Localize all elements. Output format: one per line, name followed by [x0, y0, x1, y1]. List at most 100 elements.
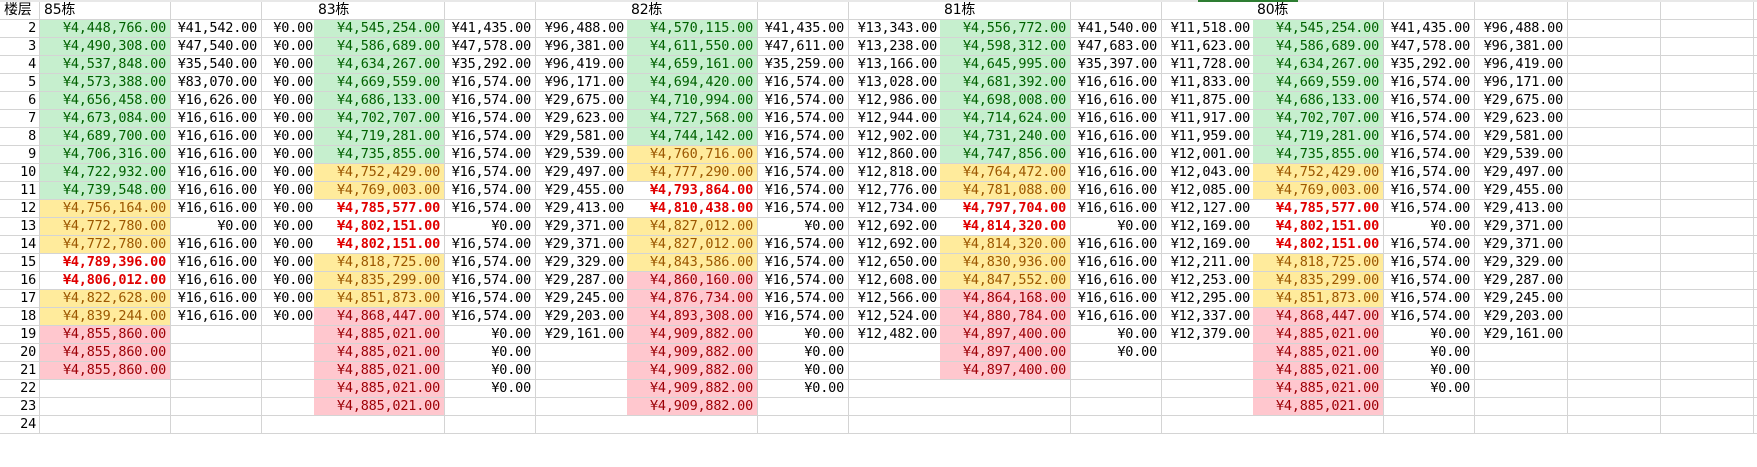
price-cell[interactable]: ¥4,772,780.00: [40, 236, 171, 254]
block-header[interactable]: 82栋: [627, 2, 758, 20]
fee-cell[interactable]: ¥0.00: [445, 380, 536, 398]
empty-cell[interactable]: [1754, 254, 1757, 272]
fee-cell[interactable]: ¥16,574.00: [758, 290, 849, 308]
extra-fee-cell[interactable]: ¥13,166.00: [849, 56, 942, 74]
empty-cell[interactable]: [1661, 344, 1754, 362]
price-cell[interactable]: ¥4,570,115.00: [627, 20, 758, 38]
price-cell[interactable]: ¥4,586,689.00: [314, 38, 445, 56]
extra-fee-cell[interactable]: ¥96,419.00: [536, 56, 629, 74]
empty-cell[interactable]: [1568, 416, 1661, 434]
fee-cell[interactable]: ¥16,574.00: [758, 110, 849, 128]
extra-fee-cell[interactable]: ¥0.00: [262, 56, 318, 74]
extra-fee-cell[interactable]: ¥12,986.00: [849, 92, 942, 110]
empty-cell[interactable]: [1754, 326, 1757, 344]
empty-cell[interactable]: [1754, 380, 1757, 398]
fee-cell[interactable]: [1071, 398, 1162, 416]
price-cell[interactable]: ¥4,802,151.00: [1253, 218, 1384, 236]
fee-cell[interactable]: ¥16,574.00: [758, 164, 849, 182]
price-cell[interactable]: ¥4,802,151.00: [314, 236, 445, 254]
extra-fee-cell[interactable]: ¥29,497.00: [1475, 164, 1568, 182]
empty-cell[interactable]: [1568, 218, 1661, 236]
header-cell[interactable]: [445, 2, 536, 20]
extra-fee-cell[interactable]: [1475, 398, 1568, 416]
header-cell[interactable]: [849, 2, 942, 20]
block-header[interactable]: 80栋: [1253, 2, 1384, 20]
extra-fee-cell[interactable]: ¥13,238.00: [849, 38, 942, 56]
empty-cell[interactable]: [1661, 308, 1754, 326]
price-cell[interactable]: ¥4,669,559.00: [314, 74, 445, 92]
extra-fee-cell[interactable]: ¥12,902.00: [849, 128, 942, 146]
price-cell[interactable]: ¥4,830,936.00: [940, 254, 1071, 272]
extra-fee-cell[interactable]: ¥29,623.00: [1475, 110, 1568, 128]
extra-fee-cell[interactable]: ¥12,566.00: [849, 290, 942, 308]
price-cell[interactable]: ¥4,885,021.00: [314, 380, 445, 398]
empty-cell[interactable]: [1568, 182, 1661, 200]
extra-fee-cell[interactable]: ¥12,482.00: [849, 326, 942, 344]
price-cell[interactable]: ¥4,722,932.00: [40, 164, 171, 182]
header-cell[interactable]: [1071, 2, 1162, 20]
fee-cell[interactable]: ¥16,574.00: [1384, 254, 1475, 272]
fee-cell[interactable]: ¥16,574.00: [758, 308, 849, 326]
extra-fee-cell[interactable]: ¥29,371.00: [1475, 236, 1568, 254]
fee-cell[interactable]: ¥0.00: [1071, 218, 1162, 236]
empty-cell[interactable]: [1661, 128, 1754, 146]
price-cell[interactable]: ¥4,681,392.00: [940, 74, 1071, 92]
extra-fee-cell[interactable]: ¥11,875.00: [1162, 92, 1255, 110]
extra-fee-cell[interactable]: ¥0.00: [262, 254, 318, 272]
price-cell[interactable]: ¥4,752,429.00: [314, 164, 445, 182]
price-cell[interactable]: ¥4,752,429.00: [1253, 164, 1384, 182]
extra-fee-cell[interactable]: ¥12,211.00: [1162, 254, 1255, 272]
price-cell[interactable]: ¥4,686,133.00: [1253, 92, 1384, 110]
empty-cell[interactable]: [1754, 146, 1757, 164]
price-cell[interactable]: ¥4,909,882.00: [627, 380, 758, 398]
fee-cell[interactable]: [171, 398, 262, 416]
empty-cell[interactable]: [1661, 416, 1754, 434]
fee-cell[interactable]: ¥16,574.00: [1384, 182, 1475, 200]
price-cell[interactable]: ¥4,769,003.00: [1253, 182, 1384, 200]
price-cell[interactable]: ¥4,706,316.00: [40, 146, 171, 164]
extra-fee-cell[interactable]: ¥29,413.00: [536, 200, 629, 218]
extra-fee-cell[interactable]: ¥29,371.00: [536, 218, 629, 236]
price-cell[interactable]: ¥4,537,848.00: [40, 56, 171, 74]
fee-cell[interactable]: ¥0.00: [1384, 326, 1475, 344]
empty-cell[interactable]: [1568, 92, 1661, 110]
extra-fee-cell[interactable]: ¥12,295.00: [1162, 290, 1255, 308]
fee-cell[interactable]: ¥16,616.00: [1071, 74, 1162, 92]
fee-cell[interactable]: ¥41,435.00: [1384, 20, 1475, 38]
header-cell[interactable]: [536, 2, 629, 20]
price-cell[interactable]: ¥4,490,308.00: [40, 38, 171, 56]
extra-fee-cell[interactable]: ¥96,381.00: [536, 38, 629, 56]
extra-fee-cell[interactable]: ¥11,833.00: [1162, 74, 1255, 92]
empty-cell[interactable]: [1754, 164, 1757, 182]
extra-fee-cell[interactable]: [262, 344, 318, 362]
price-cell[interactable]: ¥4,702,707.00: [314, 110, 445, 128]
fee-cell[interactable]: ¥16,616.00: [171, 272, 262, 290]
price-cell[interactable]: ¥4,573,388.00: [40, 74, 171, 92]
fee-cell[interactable]: ¥16,574.00: [445, 308, 536, 326]
fee-cell[interactable]: ¥16,574.00: [445, 146, 536, 164]
empty-cell[interactable]: [1568, 200, 1661, 218]
fee-cell[interactable]: ¥0.00: [445, 326, 536, 344]
extra-fee-cell[interactable]: [536, 380, 629, 398]
extra-fee-cell[interactable]: [1162, 362, 1255, 380]
extra-fee-cell[interactable]: ¥13,028.00: [849, 74, 942, 92]
extra-fee-cell[interactable]: ¥29,581.00: [1475, 128, 1568, 146]
price-cell[interactable]: ¥4,735,855.00: [314, 146, 445, 164]
price-cell[interactable]: ¥4,698,008.00: [940, 92, 1071, 110]
fee-cell[interactable]: ¥16,616.00: [1071, 182, 1162, 200]
fee-cell[interactable]: ¥83,070.00: [171, 74, 262, 92]
extra-fee-cell[interactable]: ¥0.00: [262, 200, 318, 218]
price-cell[interactable]: ¥4,822,628.00: [40, 290, 171, 308]
fee-cell[interactable]: ¥16,574.00: [445, 272, 536, 290]
extra-fee-cell[interactable]: [1162, 344, 1255, 362]
fee-cell[interactable]: ¥0.00: [758, 380, 849, 398]
price-cell[interactable]: ¥4,598,312.00: [940, 38, 1071, 56]
extra-fee-cell[interactable]: [536, 344, 629, 362]
empty-cell[interactable]: [1568, 380, 1661, 398]
price-cell[interactable]: ¥4,885,021.00: [314, 398, 445, 416]
price-cell[interactable]: ¥4,909,882.00: [627, 344, 758, 362]
fee-cell[interactable]: ¥16,616.00: [1071, 110, 1162, 128]
empty-cell[interactable]: [1754, 344, 1757, 362]
price-cell[interactable]: ¥4,810,438.00: [627, 200, 758, 218]
price-cell[interactable]: ¥4,835,299.00: [1253, 272, 1384, 290]
